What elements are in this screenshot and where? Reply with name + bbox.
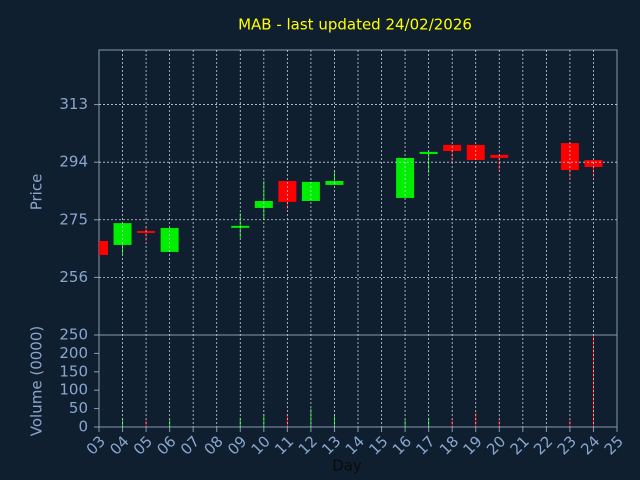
x-tick-label: 07 — [177, 432, 203, 458]
volume-tick-label: 150 — [59, 362, 88, 380]
chart-title: MAB - last updated 24/02/2026 — [238, 16, 472, 34]
volume-tick-label: 50 — [69, 399, 88, 417]
candle-body — [254, 200, 273, 208]
candle-body — [99, 241, 108, 255]
x-tick-label: 19 — [460, 432, 486, 458]
x-tick-label: 09 — [224, 432, 250, 458]
x-tick-label: 18 — [436, 432, 462, 458]
y-tick-label: 275 — [59, 210, 88, 228]
x-tick-label: 03 — [83, 432, 109, 458]
x-axis-label: Day — [332, 457, 362, 475]
x-tick-label: 17 — [412, 432, 438, 458]
y-tick-label: 256 — [59, 268, 88, 286]
candle-body — [466, 144, 485, 161]
x-tick-label: 23 — [554, 432, 580, 458]
volume-tick-label: 200 — [59, 344, 88, 362]
x-tick-label: 16 — [389, 432, 415, 458]
x-tick-label: 06 — [153, 432, 179, 458]
y-tick-label: 313 — [59, 95, 88, 113]
candle-body — [560, 143, 579, 171]
x-tick-label: 11 — [271, 432, 297, 458]
x-tick-label: 10 — [248, 432, 274, 458]
plot-area — [99, 143, 603, 427]
volume-tick-label: 100 — [59, 381, 88, 399]
volume-axis-label: Volume (0000) — [28, 326, 46, 436]
y-axis-label: Price — [28, 174, 46, 211]
x-tick-label: 05 — [130, 432, 156, 458]
candle-body — [419, 151, 438, 154]
x-tick-label: 12 — [295, 432, 321, 458]
x-tick-label: 22 — [530, 432, 556, 458]
x-tick-label: 04 — [106, 432, 132, 458]
candle-body — [490, 154, 509, 158]
candle-body — [396, 157, 415, 198]
volume-tick-label: 0 — [78, 418, 88, 436]
x-tick-label: 24 — [577, 432, 603, 458]
x-tick-label: 21 — [507, 432, 533, 458]
y-tick-label: 294 — [59, 153, 88, 171]
x-tick-label: 08 — [201, 432, 227, 458]
x-tick-label: 13 — [318, 432, 344, 458]
x-tick-label: 15 — [365, 432, 391, 458]
volume-tick-label: 250 — [59, 326, 88, 344]
x-tick-label: 20 — [483, 432, 509, 458]
x-tick-label: 14 — [342, 432, 368, 458]
candle-body — [137, 231, 156, 234]
x-tick-label: 25 — [601, 432, 627, 458]
